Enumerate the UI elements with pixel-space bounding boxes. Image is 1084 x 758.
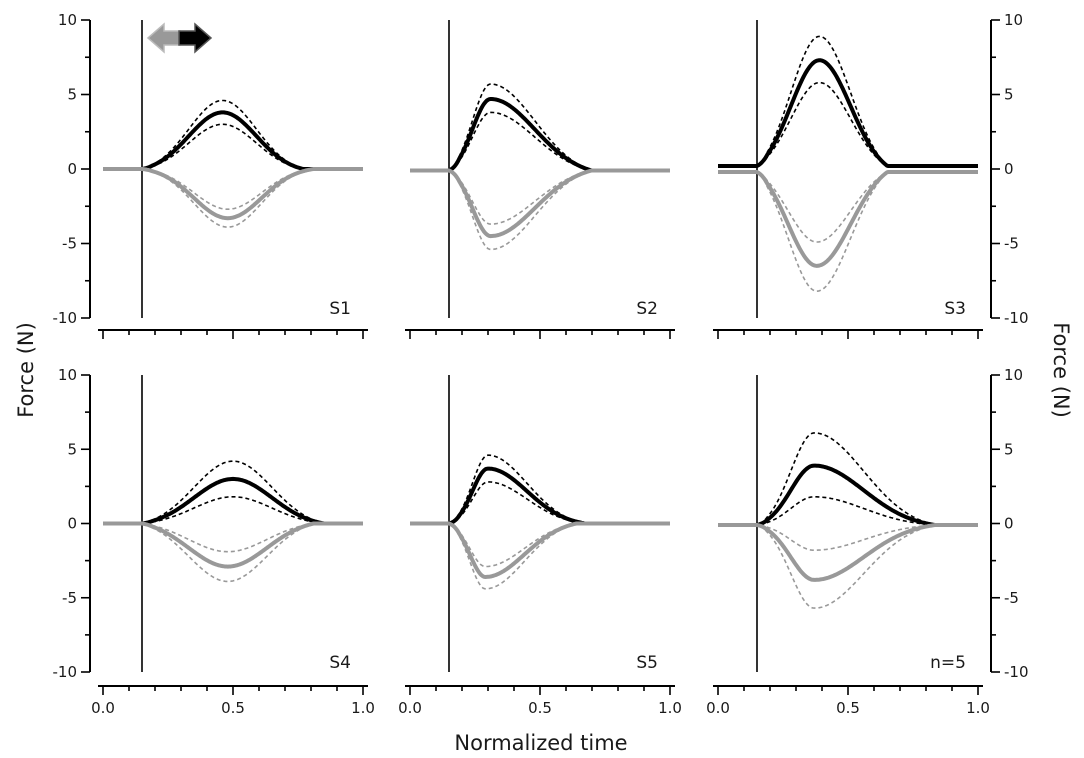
x-tick-label: 0.0 [398,699,422,717]
leftward-mean-line [717,523,979,582]
y-tick-label: 0 [67,515,77,533]
x-tick-label: 1.0 [658,699,682,717]
y-tick-label: -5 [1004,235,1019,253]
y-tick-label: -5 [62,235,77,253]
panel-label: n=5 [930,653,966,673]
y-axis-title-right: Force (N) [1049,322,1073,418]
panel-S5: S5 0.0 0.5 1.0 [398,375,682,717]
y-tick-label: 0 [1004,160,1014,178]
y-tick-label: 10 [1004,366,1023,384]
right-arrow-icon [178,22,213,54]
rightward-mean-line [717,58,979,168]
panels-group: S1 -10 -5 0 5 10 S2 S3 -10 -5 0 5 10 S4 0.0 0.5 1.0 -10 -5… [53,11,1029,717]
panel-label: S3 [944,299,966,319]
x-tick-label: 0.5 [528,699,552,717]
panel-label: S5 [636,653,658,673]
x-tick-label: 1.0 [966,699,990,717]
x-axis-title: Normalized time [454,731,627,755]
y-tick-label: 5 [1004,440,1014,458]
leftward-mean-line [102,167,364,221]
y-axis-title-left: Force (N) [14,322,38,418]
panel-label: S4 [329,653,351,673]
legend-arrows [146,22,213,54]
y-tick-label: -10 [53,309,78,327]
y-tick-label: 10 [58,11,77,29]
y-tick-label: -10 [1004,309,1029,327]
leftward-mean-line [102,521,364,569]
panel-S3: S3 -10 -5 0 5 10 [713,11,1029,339]
panel-S1: S1 -10 -5 0 5 10 [53,11,368,339]
y-tick-label: -10 [1004,663,1029,681]
y-tick-label: 5 [1004,86,1014,104]
y-tick-label: 0 [67,160,77,178]
leftward-mean-line [409,521,671,579]
left-arrow-icon [146,22,181,54]
panel-label: S1 [329,299,351,319]
y-tick-label: -5 [62,589,77,607]
y-tick-label: 0 [1004,515,1014,533]
y-tick-label: 10 [1004,11,1023,29]
leftward-mean-line [717,170,979,268]
y-tick-label: 10 [58,366,77,384]
panel-S2: S2 [405,20,675,339]
panel-n=5: n=5 0.0 0.5 1.0 -10 -5 0 5 10 [706,366,1028,717]
panel-label: S2 [636,299,658,319]
leftward-mean-line [409,168,671,239]
x-tick-label: 1.0 [351,699,375,717]
y-tick-label: -5 [1004,589,1019,607]
y-tick-label: -10 [53,663,78,681]
x-tick-label: 0.0 [91,699,115,717]
panel-S4: S4 0.0 0.5 1.0 -10 -5 0 5 10 [53,366,375,717]
y-tick-label: 5 [67,440,77,458]
y-tick-label: 5 [67,86,77,104]
x-tick-label: 0.5 [836,699,860,717]
x-tick-label: 0.5 [221,699,245,717]
x-tick-label: 0.0 [706,699,730,717]
